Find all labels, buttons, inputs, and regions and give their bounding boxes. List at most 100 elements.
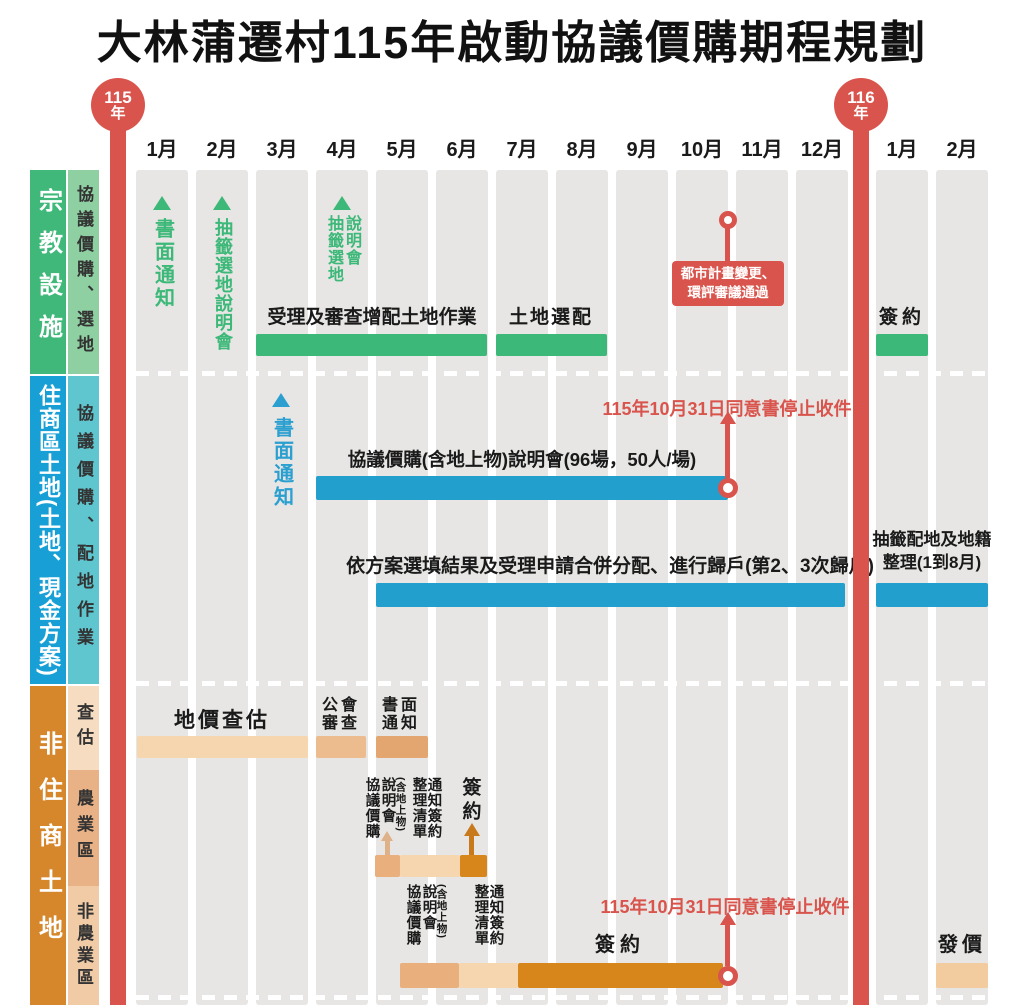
deadline-ring-icon <box>718 966 738 986</box>
sidebar-residential-main: 住商區土地(土地、現金方案) <box>30 376 66 684</box>
agri-label-col2: 說明會 <box>379 777 396 824</box>
year-115-pin: 115 年 <box>91 78 145 132</box>
bar-negotiation-briefings <box>316 476 728 500</box>
nonagri-label-col4: 整理清單 <box>472 884 489 946</box>
bar-written-notice <box>376 736 428 758</box>
month-label: 3月 <box>266 139 298 161</box>
bar-nonagri-signing <box>518 963 723 988</box>
sidebar-row-agri: 農業區 <box>68 770 99 886</box>
triangle-marker-icon <box>333 196 351 210</box>
bar-nonagri-list-prep <box>459 963 518 988</box>
sidebar-religious-sub: 協議價購、選地 <box>68 170 99 374</box>
section-divider <box>136 371 990 376</box>
sidebar-residential-sub: 協議價購、配地作業 <box>68 376 99 684</box>
year-116-pin: 116 年 <box>834 78 888 132</box>
sidebar-row-agri-label: 農業區 <box>74 789 93 867</box>
month-label: 7月 <box>506 139 538 161</box>
section-divider <box>136 681 990 686</box>
sidebar-religious-main-label: 宗教設施 <box>34 188 62 356</box>
month-label: 1月 <box>146 139 178 161</box>
section-divider <box>136 995 990 1000</box>
bar-land-price-survey <box>137 736 308 758</box>
sidebar-religious-main: 宗教設施 <box>30 170 66 374</box>
bar-allocation-consolidation <box>376 583 845 607</box>
month-column <box>196 170 248 1005</box>
month-column <box>316 170 368 1005</box>
bar-nonagri-briefing <box>400 963 459 988</box>
milestone-ring-icon <box>719 211 737 229</box>
month-label: 5月 <box>386 139 418 161</box>
bar-label-line2: 審查 <box>321 714 361 732</box>
bar-label: 發價 <box>938 934 986 956</box>
year-115-line <box>110 100 126 1005</box>
bar-label-line2: 通知 <box>381 714 421 732</box>
month-column <box>136 170 188 1005</box>
sidebar-row-survey: 查估 <box>68 686 99 770</box>
month-label: 2月 <box>206 139 238 161</box>
arrow-shaft <box>725 925 730 966</box>
arrow-up-icon <box>720 411 736 424</box>
nonagri-label-col1: 協議價購 <box>404 884 421 946</box>
bar-label: 土地選配 <box>508 307 594 328</box>
nonagri-label-col2: 說明會 <box>420 884 437 931</box>
triangle-marker-icon <box>213 196 231 210</box>
month-column <box>256 170 308 1005</box>
agri-label-col3: (含地上物) <box>394 777 407 832</box>
year-116-value: 116 <box>847 88 875 107</box>
month-label: 6月 <box>446 139 478 161</box>
agri-label-col1: 協議價購 <box>363 777 380 839</box>
marker-mar-label: 書面通知 <box>270 417 293 509</box>
bar-label-line1: 抽籤配地及地籍 <box>872 530 992 549</box>
bar-contract-signing-religious <box>876 334 928 356</box>
month-label: 10月 <box>680 139 724 161</box>
milestone-stem <box>725 227 730 262</box>
arrow-shaft <box>385 840 390 855</box>
marker-apr-label-col1: 抽籤選地 <box>325 215 342 283</box>
sidebar-religious-sub-label: 協議價購、選地 <box>74 184 93 360</box>
month-label: 9月 <box>626 139 658 161</box>
deadline-text: 115年10月31日同意書停止收件 <box>602 399 852 419</box>
bar-label-line2: 整理(1到8月) <box>882 552 982 572</box>
bar-label: 書面 通知 <box>382 697 420 732</box>
bar-association-review <box>316 736 366 758</box>
bar-label: 受理及審查增配土地作業 <box>267 307 477 328</box>
triangle-marker-icon <box>153 196 171 210</box>
marker-apr-label-col2: 說明會 <box>343 215 360 266</box>
bar-label: 協議價購(含地上物)說明會(96場，50人/場) <box>347 449 697 470</box>
sidebar-nonres-main-label: 非住商土地 <box>34 730 62 961</box>
month-label: 2月 <box>946 139 978 161</box>
arrow-shaft <box>469 835 474 855</box>
sidebar-residential-sub-label: 協議價購、配地作業 <box>74 404 93 656</box>
year-115-value: 115 <box>104 88 132 107</box>
bar-agri-list-prep <box>400 855 460 877</box>
year-115-suffix: 年 <box>110 105 126 122</box>
bar-label: 抽籤配地及地籍 整理(1到8月) <box>873 529 992 575</box>
bar-land-selection <box>496 334 607 356</box>
arrow-shaft <box>725 424 730 478</box>
bar-lottery-land-registry <box>876 583 988 607</box>
triangle-marker-icon <box>272 393 290 407</box>
bar-label: 簽約 <box>595 934 645 956</box>
agri-label-col4: 整理清單 <box>410 777 427 839</box>
bar-label: 簽約 <box>878 307 926 328</box>
marker-jan-label: 書面通知 <box>151 218 174 310</box>
bar-agri-signing <box>460 855 487 877</box>
nonagri-label-col3: (含地上物) <box>435 884 448 939</box>
deadline-ring-icon <box>718 478 738 498</box>
bar-label-line1: 書面 <box>381 697 421 714</box>
bar-label-line1: 公會 <box>321 697 361 714</box>
marker-feb-label: 抽籤選地說明會 <box>213 218 233 351</box>
bar-price-issue <box>936 963 988 988</box>
bar-review-allocation <box>256 334 487 356</box>
sidebar-row-nonagri: 非農業區 <box>68 886 99 1005</box>
agri-sign-label: 簽約 <box>459 777 481 825</box>
deadline-text: 115年10月31日同意書停止收件 <box>600 897 850 917</box>
sidebar-row-survey-label: 查估 <box>74 703 93 753</box>
sidebar-row-nonagri-label: 非農業區 <box>74 901 93 990</box>
sidebar-residential-main-label: 住商區土地(土地、現金方案) <box>36 383 61 677</box>
year-116-line <box>853 100 869 1005</box>
bar-label: 地價查估 <box>174 709 270 732</box>
page-title: 大林蒲遷村115年啟動協議價購期程規劃 <box>96 17 928 68</box>
month-label: 12月 <box>800 139 844 161</box>
